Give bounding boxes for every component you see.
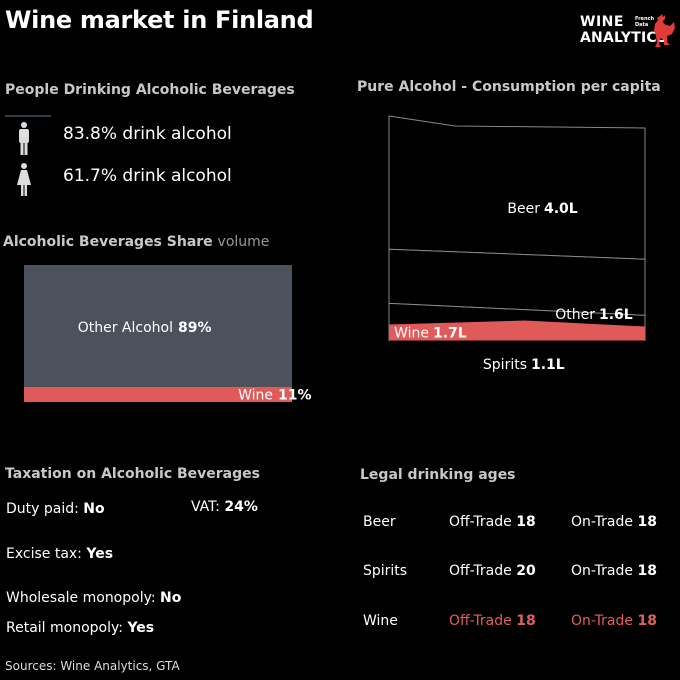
share-heading-bold: Alcoholic Beverages Share (3, 234, 213, 250)
taxation-heading: Taxation on Alcoholic Beverages (5, 466, 260, 482)
female-drink-label: drink alcohol (122, 166, 232, 186)
off-trade-label: Off-Trade (449, 613, 512, 629)
beer-category-label: Beer (507, 201, 540, 217)
logo-small2: Data (635, 22, 649, 28)
retail-value: Yes (127, 620, 155, 636)
age-row-wine-on: On-Trade 18 (571, 613, 657, 629)
spirits-value-label: 1.1L (531, 357, 565, 373)
off-trade-label: Off-Trade (449, 514, 512, 530)
on-trade-label: On-Trade (571, 613, 633, 629)
excise-row: Excise tax: Yes (6, 546, 113, 562)
male-icon (19, 122, 29, 155)
logo-line2: ANALYTICS (580, 30, 668, 46)
wine-value-label: 11% (278, 387, 312, 403)
heading-underline (5, 115, 51, 117)
age-row-spirits-name: Spirits (363, 563, 408, 579)
off-trade-value: 18 (516, 514, 536, 530)
male-drink-label: drink alcohol (122, 124, 232, 144)
age-row-beer-on: On-Trade 18 (571, 514, 657, 530)
wine-band (389, 320, 645, 341)
share-chart: Other Alcohol 89% Wine 11% (24, 265, 312, 403)
on-trade-label: On-Trade (571, 514, 633, 530)
sources-note: Sources: Wine Analytics, GTA (5, 659, 180, 673)
age-row-wine-off: Off-Trade 18 (449, 613, 536, 629)
other-category-label: Other (555, 307, 595, 323)
wine-category-label: Wine (238, 387, 273, 403)
logo-small1: French (635, 16, 655, 22)
retail-label: Retail monopoly: (6, 620, 123, 636)
male-drink-text: 83.8% drink alcohol (63, 124, 232, 144)
other-alcohol-category-label: Other Alcohol (78, 320, 173, 336)
on-trade-value: 18 (637, 563, 657, 579)
female-icon (17, 163, 31, 196)
pure-alcohol-heading: Pure Alcohol - Consumption per capita (357, 79, 661, 95)
wine-analytics-logo: WINE ANALYTICS French Data (580, 14, 675, 50)
other-alcohol-value-label: 89% (178, 320, 212, 336)
wholesale-label: Wholesale monopoly: (6, 590, 156, 606)
wine-segment (24, 386, 292, 402)
duty-value: No (83, 501, 105, 517)
people-heading: People Drinking Alcoholic Beverages (5, 82, 295, 98)
share-heading: Alcoholic Beverages Share volume (3, 234, 269, 250)
retail-row: Retail monopoly: Yes (6, 620, 154, 636)
vat-row: VAT: 24% (191, 499, 258, 515)
wine-value-label: 1.7L (433, 326, 467, 342)
age-row-spirits-on: On-Trade 18 (571, 563, 657, 579)
age-row-beer-name: Beer (363, 514, 396, 530)
beer-value-label: 4.0L (544, 201, 578, 217)
on-trade-label: On-Trade (571, 563, 633, 579)
excise-value: Yes (86, 546, 114, 562)
other-alcohol-segment (24, 265, 292, 387)
spirits-category-label: Spirits (483, 357, 527, 373)
page-title: Wine market in Finland (5, 6, 314, 34)
female-drink-value: 61.7% (63, 166, 118, 186)
off-trade-label: Off-Trade (449, 563, 512, 579)
age-row-spirits-off: Off-Trade 20 (449, 563, 536, 579)
wine-category-label: Wine (394, 326, 429, 342)
off-trade-value: 20 (516, 563, 536, 579)
rooster-icon (654, 14, 675, 47)
on-trade-value: 18 (637, 514, 657, 530)
male-drink-value: 83.8% (63, 124, 118, 144)
beer-band (388, 115, 646, 260)
vat-value: 24% (224, 499, 258, 515)
on-trade-value: 18 (637, 613, 657, 629)
excise-label: Excise tax: (6, 546, 82, 562)
duty-paid-row: Duty paid: No (6, 501, 105, 517)
logo-line1: WINE (580, 14, 624, 30)
other-value-label: 1.6L (599, 307, 633, 323)
pure-alcohol-chart: Beer 4.0L Other 1.6L Spirits 1.1L Wine 1.7L (385, 115, 650, 407)
wholesale-value: No (160, 590, 182, 606)
age-row-wine-name: Wine (363, 613, 398, 629)
off-trade-value: 18 (516, 613, 536, 629)
ages-heading: Legal drinking ages (360, 467, 516, 483)
logo-small-text: French Data (635, 16, 654, 28)
chart-baseline-mask (385, 341, 650, 407)
share-heading-light: volume (217, 234, 270, 250)
age-row-beer-off: Off-Trade 18 (449, 514, 536, 530)
duty-label: Duty paid: (6, 501, 79, 517)
wholesale-row: Wholesale monopoly: No (6, 590, 181, 606)
vat-label: VAT: (191, 499, 220, 515)
female-drink-text: 61.7% drink alcohol (63, 166, 232, 186)
